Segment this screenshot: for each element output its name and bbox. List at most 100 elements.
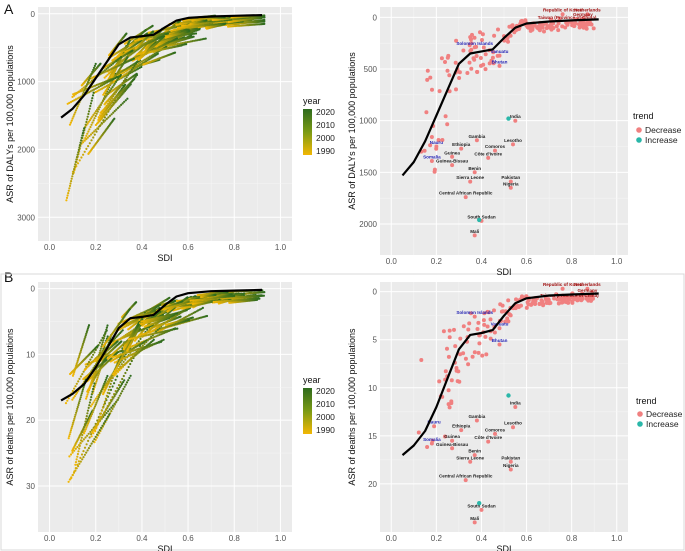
trajectory-point (121, 81, 124, 84)
country-label: Comoros (485, 144, 506, 149)
country-point (509, 23, 514, 28)
trajectory-point (185, 43, 188, 46)
trajectory-point (97, 106, 100, 109)
country-point (457, 76, 462, 80)
trajectory-point (93, 112, 96, 115)
trajectory-point (98, 124, 101, 128)
trajectory-point (169, 44, 172, 47)
trajectory-point (136, 60, 139, 64)
x-tick-label: 0.8 (566, 257, 578, 266)
trajectory-point (178, 42, 181, 45)
trajectory-point (87, 120, 90, 123)
trajectory-point (184, 41, 187, 44)
trajectory-point (78, 159, 81, 162)
trajectory-point (100, 122, 103, 125)
trajectory-point (82, 153, 85, 156)
trajectory-point (88, 436, 91, 439)
trajectory-point (152, 53, 155, 56)
trajectory-point (196, 39, 199, 42)
x-tick-label: 0.6 (183, 534, 195, 543)
country-point (453, 60, 458, 65)
trajectory-point (83, 127, 86, 130)
trajectory-point (84, 87, 87, 90)
trajectory-point (111, 385, 114, 388)
trajectory-point (88, 77, 91, 80)
trajectory-point (66, 194, 69, 197)
x-tick-label: 0.0 (44, 243, 56, 252)
country-point (428, 75, 433, 80)
country-point (443, 114, 448, 119)
country-point (454, 87, 458, 92)
y-tick-label: 1000 (359, 117, 377, 126)
trajectory-point (70, 177, 73, 180)
trajectory-point (123, 71, 126, 74)
trajectory-point (112, 95, 115, 98)
trajectory-point (173, 43, 176, 46)
trajectory-point (79, 141, 82, 144)
trajectory-point (110, 69, 114, 72)
country-point (496, 27, 500, 32)
trajectory-point (166, 32, 169, 35)
trajectory-point (85, 395, 88, 398)
trajectory-point (80, 453, 84, 456)
trajectory-point (108, 72, 111, 75)
country-label: Sierra Leone (456, 175, 484, 180)
y-tick-label: 3000 (17, 213, 35, 222)
trajectory-point (91, 115, 94, 118)
trajectory-point (127, 365, 130, 369)
trajectory-point (125, 76, 128, 79)
trajectory-point (73, 168, 76, 171)
trajectory-point (113, 82, 116, 85)
trajectory-point (186, 33, 189, 36)
trajectory-point (93, 117, 96, 120)
trajectory-point (84, 123, 87, 126)
trajectory-point (88, 142, 91, 145)
trajectory-point (130, 68, 133, 71)
trajectory-point (83, 139, 86, 142)
country-point (447, 73, 452, 78)
trajectory-point (71, 172, 74, 175)
trajectory-point (89, 104, 92, 108)
trajectory-point (86, 136, 89, 139)
country-point (483, 52, 488, 57)
trajectory-point (176, 42, 179, 46)
trajectory-point (98, 105, 101, 108)
trajectory-point (105, 75, 108, 78)
trajectory-point (194, 32, 198, 35)
trajectory-point (74, 109, 78, 112)
trajectory-point (115, 76, 119, 79)
country-point (581, 25, 586, 30)
trajectory-point (95, 112, 98, 115)
country-point (429, 135, 434, 139)
country-point (511, 142, 515, 147)
country-label: Nauru (430, 140, 443, 145)
trajectory-point (71, 175, 74, 178)
trajectory-point (116, 89, 119, 92)
trajectory-point (193, 32, 196, 35)
trajectory-point (190, 34, 193, 37)
trajectory-point (116, 79, 119, 82)
trajectory-point (124, 99, 127, 102)
trajectory-point (91, 131, 94, 134)
trajectory-point (117, 384, 121, 387)
country-point (483, 67, 488, 72)
trajectory-point (94, 62, 97, 65)
trajectory-point (100, 101, 103, 104)
trajectory-point (96, 110, 99, 113)
trajectory-point (74, 163, 77, 166)
trajectory-point (86, 393, 89, 396)
country-point (497, 63, 502, 68)
trajectory-point (87, 130, 90, 133)
trajectory-point (85, 138, 88, 141)
y-tick-label: 0 (31, 10, 36, 19)
trajectory-point (120, 83, 123, 86)
trajectory-point (73, 113, 76, 116)
increase-point (506, 116, 511, 121)
trajectory-point (139, 61, 142, 64)
trajectory-point (93, 130, 96, 133)
trajectory-point (86, 115, 89, 118)
trajectory-point (111, 86, 114, 89)
trajectory-point (88, 128, 91, 131)
trajectory-point (125, 368, 129, 372)
